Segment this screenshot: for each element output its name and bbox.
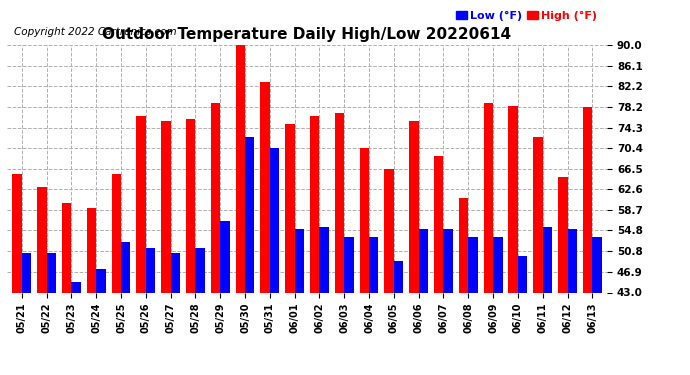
Title: Outdoor Temperature Daily High/Low 20220614: Outdoor Temperature Daily High/Low 20220… (103, 27, 511, 42)
Bar (235, 45, 245, 375)
Bar (583, 107, 592, 375)
Bar (509, 105, 518, 375)
Bar (112, 174, 121, 375)
Bar (359, 148, 369, 375)
Bar (344, 237, 354, 375)
Bar (319, 226, 329, 375)
Bar (518, 256, 527, 375)
Bar (195, 248, 205, 375)
Bar (12, 174, 22, 375)
Bar (260, 82, 270, 375)
Bar (62, 203, 71, 375)
Bar (469, 237, 477, 375)
Bar (543, 226, 552, 375)
Bar (335, 114, 344, 375)
Bar (419, 229, 428, 375)
Bar (394, 261, 403, 375)
Bar (121, 243, 130, 375)
Bar (170, 253, 180, 375)
Bar (161, 122, 170, 375)
Bar (211, 103, 220, 375)
Text: Copyright 2022 Cartronics.com: Copyright 2022 Cartronics.com (14, 27, 177, 37)
Bar (47, 253, 56, 375)
Bar (137, 116, 146, 375)
Bar (87, 208, 96, 375)
Bar (37, 187, 47, 375)
Bar (220, 221, 230, 375)
Bar (310, 116, 319, 375)
Bar (533, 137, 543, 375)
Bar (22, 253, 31, 375)
Bar (567, 229, 577, 375)
Bar (434, 156, 444, 375)
Bar (484, 103, 493, 375)
Bar (444, 229, 453, 375)
Bar (493, 237, 502, 375)
Bar (409, 122, 419, 375)
Bar (270, 148, 279, 375)
Bar (146, 248, 155, 375)
Legend: Low (°F), High (°F): Low (°F), High (°F) (451, 6, 602, 25)
Bar (186, 119, 195, 375)
Bar (96, 269, 106, 375)
Bar (558, 177, 567, 375)
Bar (369, 237, 379, 375)
Bar (592, 237, 602, 375)
Bar (71, 282, 81, 375)
Bar (285, 124, 295, 375)
Bar (295, 229, 304, 375)
Bar (459, 198, 469, 375)
Bar (384, 169, 394, 375)
Bar (245, 137, 255, 375)
